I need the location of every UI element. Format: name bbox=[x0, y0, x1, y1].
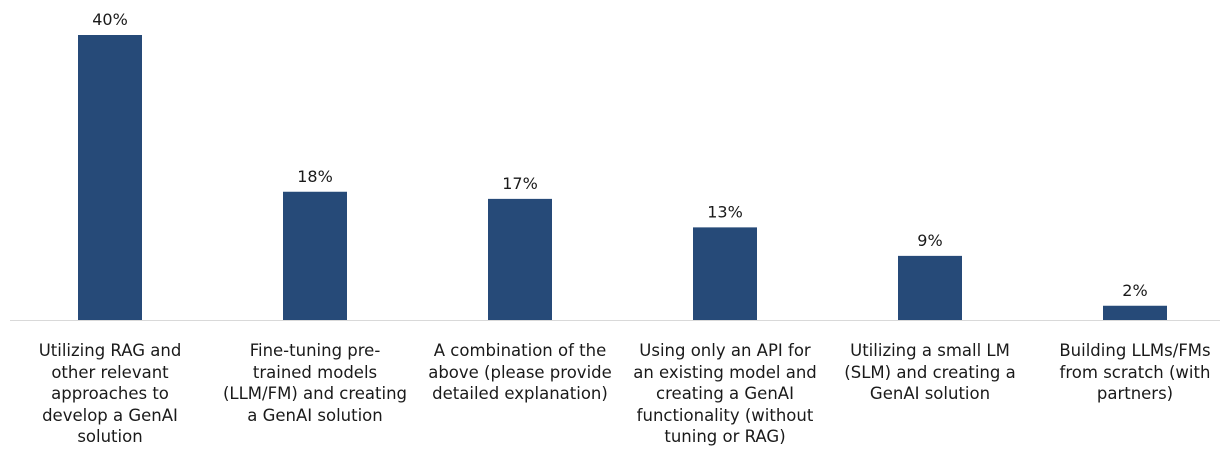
category-label-line: Building LLMs/FMs bbox=[1059, 341, 1211, 360]
category-label-6: Building LLMs/FMs from scratch (with partn… bbox=[1030, 340, 1226, 405]
category-label-line: approaches to bbox=[51, 384, 169, 403]
category-label-4: Using only an API for an existing model a… bbox=[620, 340, 830, 448]
category-label-line: Utilizing a small LM bbox=[850, 341, 1010, 360]
bar-5 bbox=[898, 255, 962, 320]
value-label-6: 2% bbox=[1122, 281, 1147, 300]
category-label-line: Fine-tuning pre- bbox=[249, 341, 381, 360]
category-label-line: tuning or RAG) bbox=[664, 427, 786, 446]
value-label-5: 9% bbox=[917, 231, 942, 250]
value-label-1: 40% bbox=[92, 10, 128, 29]
category-label-line: develop a GenAI bbox=[42, 405, 178, 425]
category-label-2: Fine-tuning pre-trained models (LLM/FM) a… bbox=[210, 340, 420, 426]
category-label-line: creating a GenAI bbox=[656, 384, 794, 403]
category-label-3: A combination of the above (please provid… bbox=[415, 340, 625, 405]
value-label-4: 13% bbox=[707, 202, 743, 221]
bar-2 bbox=[283, 191, 347, 320]
category-label-line: partners) bbox=[1096, 384, 1174, 403]
bar-4 bbox=[693, 227, 757, 320]
category-label-line: trained models bbox=[252, 362, 378, 382]
category-label-line: Using only an API for bbox=[639, 341, 811, 360]
category-label-line: Utilizing RAG and bbox=[38, 341, 182, 360]
category-label-line: above (please provide bbox=[428, 362, 612, 382]
category-label-line: (LLM/FM) and creating bbox=[222, 384, 408, 403]
value-label-2: 18% bbox=[297, 167, 333, 186]
bar-1 bbox=[78, 35, 142, 320]
category-label-line: an existing model and bbox=[633, 362, 817, 382]
category-label-line: (SLM) and creating a bbox=[844, 362, 1016, 382]
category-label-line: A combination of the bbox=[433, 341, 607, 360]
category-label-line: solution bbox=[77, 427, 143, 446]
bar-6 bbox=[1103, 305, 1167, 320]
category-label-line: a GenAI solution bbox=[247, 405, 383, 425]
category-label-5: Utilizing a small LM (SLM) and creating a… bbox=[825, 340, 1035, 405]
category-label-line: other relevant bbox=[51, 362, 169, 382]
category-label-1: Utilizing RAG and other relevant approache… bbox=[5, 340, 215, 448]
category-label-line: functionality (without bbox=[636, 405, 814, 425]
bar-3 bbox=[488, 198, 552, 320]
value-label-3: 17% bbox=[502, 174, 538, 193]
category-label-line: detailed explanation) bbox=[432, 384, 608, 403]
category-label-line: from scratch (with bbox=[1059, 362, 1211, 382]
category-label-line: GenAI solution bbox=[869, 384, 991, 403]
